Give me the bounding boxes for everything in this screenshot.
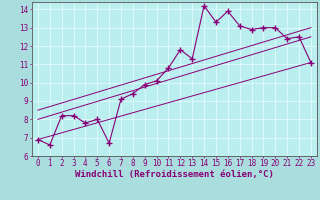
X-axis label: Windchill (Refroidissement éolien,°C): Windchill (Refroidissement éolien,°C) — [75, 170, 274, 179]
